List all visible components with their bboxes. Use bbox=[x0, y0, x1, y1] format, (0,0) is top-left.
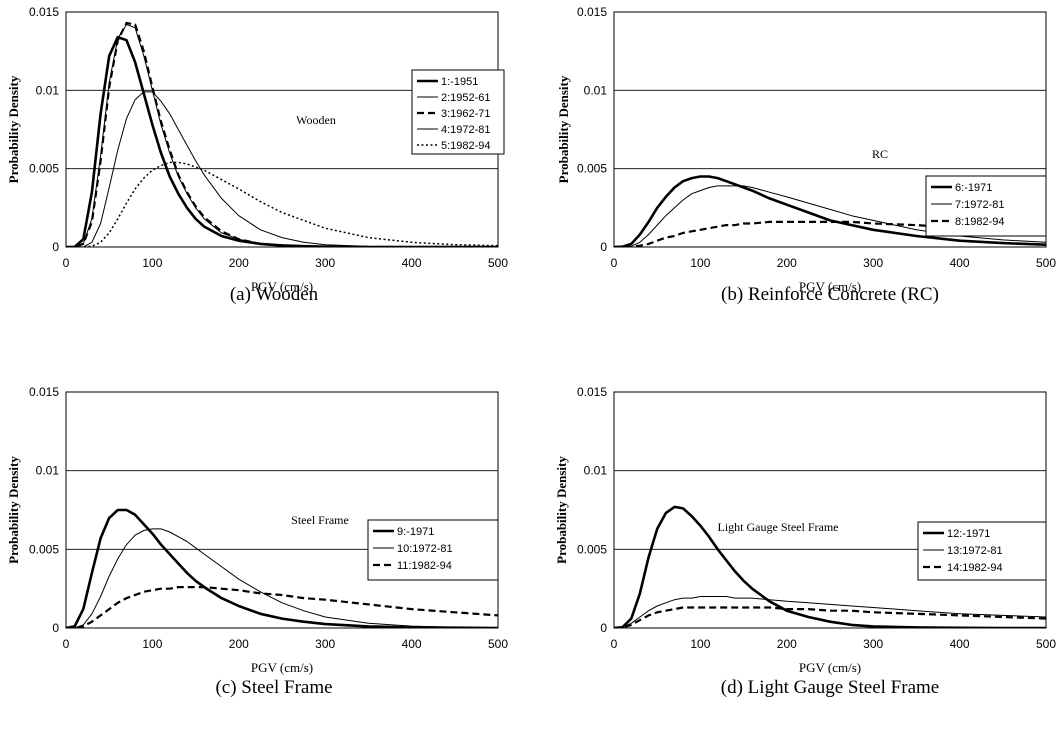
legend-label: 8:1982-94 bbox=[955, 216, 1005, 228]
legend-label: 14:1982-94 bbox=[947, 562, 1003, 574]
series-line-2 bbox=[66, 528, 498, 628]
y-axis-label: Probability Density bbox=[556, 75, 571, 183]
legend: 6:-1971 7:1972-81 8:1982-94 bbox=[925, 175, 1047, 237]
x-tick-label: 100 bbox=[690, 256, 710, 270]
legend-label: 10:1972-81 bbox=[397, 543, 453, 555]
panels-container: 0 0.005 0.01 0.015 0 100 200 300 400 500 PGV (cm/s… bbox=[6, 5, 1056, 698]
x-tick-label: 100 bbox=[142, 637, 162, 651]
y-tick-label: 0 bbox=[600, 621, 607, 635]
series-line-3 bbox=[614, 606, 1046, 628]
x-axis-label: PGV (cm/s) bbox=[799, 279, 861, 294]
x-axis-label: PGV (cm/s) bbox=[799, 660, 861, 675]
x-tick-label: 500 bbox=[488, 256, 508, 270]
legend: 12:-1971 13:1972-81 14:1982-94 bbox=[917, 521, 1047, 581]
y-tick-label: 0.015 bbox=[29, 385, 59, 399]
y-tick-label: 0.015 bbox=[577, 5, 607, 19]
legend-label: 1:-1951 bbox=[441, 76, 478, 88]
chart-panel-4: 0 0.005 0.01 0.015 0 100 200 300 400 500 PGV (cm/s… bbox=[554, 385, 1056, 698]
series-line-4 bbox=[66, 91, 498, 247]
legend-label: 13:1972-81 bbox=[947, 545, 1003, 557]
legend: 1:-1951 2:1952-61 3:1962-71 4:1972-81 5:1982… bbox=[411, 69, 505, 155]
y-tick-label: 0 bbox=[52, 621, 59, 635]
y-tick-label: 0.01 bbox=[36, 83, 60, 97]
y-tick-label: 0.015 bbox=[577, 385, 607, 399]
legend-label: 7:1972-81 bbox=[955, 199, 1005, 211]
legend-label: 3:1962-71 bbox=[441, 108, 491, 120]
x-tick-label: 0 bbox=[611, 256, 618, 270]
panel-caption: (b) Reinforce Concrete (RC) bbox=[721, 284, 939, 305]
y-tick-label: 0.005 bbox=[577, 542, 607, 556]
panel-caption: (c) Steel Frame bbox=[215, 677, 332, 698]
series-line-2 bbox=[614, 185, 1046, 247]
y-tick-label: 0.01 bbox=[584, 464, 608, 478]
series-line-2 bbox=[614, 596, 1046, 628]
x-tick-label: 300 bbox=[863, 256, 883, 270]
legend-label: 6:-1971 bbox=[955, 182, 992, 194]
x-tick-label: 500 bbox=[1036, 256, 1056, 270]
x-axis-label: PGV (cm/s) bbox=[251, 279, 313, 294]
series-line-1 bbox=[614, 505, 1046, 628]
panel-caption: (a) Wooden bbox=[230, 284, 319, 305]
y-tick-label: 0.01 bbox=[584, 83, 608, 97]
x-tick-label: 500 bbox=[488, 637, 508, 651]
chart-panel-2: 0 0.005 0.01 0.015 0 100 200 300 400 500 PGV (cm/s… bbox=[556, 5, 1056, 305]
y-tick-label: 0.01 bbox=[36, 464, 60, 478]
plot-annotation: Steel Frame bbox=[291, 513, 349, 527]
x-tick-label: 0 bbox=[611, 637, 618, 651]
panel-caption: (d) Light Gauge Steel Frame bbox=[721, 677, 939, 698]
x-tick-label: 400 bbox=[950, 256, 970, 270]
x-tick-label: 0 bbox=[63, 256, 70, 270]
legend-label: 11:1982-94 bbox=[397, 560, 452, 572]
legend-label: 4:1972-81 bbox=[441, 124, 491, 136]
x-tick-label: 0 bbox=[63, 637, 70, 651]
y-axis-label: Probability Density bbox=[6, 75, 21, 183]
plot-annotation: Wooden bbox=[296, 113, 336, 127]
plot-annotation: RC bbox=[872, 147, 888, 161]
plot-annotation: Light Gauge Steel Frame bbox=[718, 520, 839, 534]
chart-panel-1: 0 0.005 0.01 0.015 0 100 200 300 400 500 PGV (cm/s… bbox=[6, 5, 508, 305]
legend-box bbox=[917, 521, 1047, 581]
y-axis-label: Probability Density bbox=[6, 456, 21, 564]
x-tick-label: 200 bbox=[229, 256, 249, 270]
y-tick-label: 0 bbox=[52, 240, 59, 254]
legend-box bbox=[411, 69, 505, 155]
legend-label: 9:-1971 bbox=[397, 526, 434, 538]
series-line-5 bbox=[66, 161, 498, 247]
x-tick-label: 200 bbox=[229, 637, 249, 651]
chart-panel-3: 0 0.005 0.01 0.015 0 100 200 300 400 500 PGV (cm/s… bbox=[6, 385, 508, 698]
series-line-1 bbox=[66, 508, 498, 628]
x-tick-label: 100 bbox=[142, 256, 162, 270]
plot-frame bbox=[613, 391, 1047, 629]
x-tick-label: 400 bbox=[402, 637, 422, 651]
series-line-3 bbox=[614, 220, 1046, 247]
y-tick-label: 0.015 bbox=[29, 5, 59, 19]
series-line-1 bbox=[614, 175, 1046, 247]
x-tick-label: 300 bbox=[863, 637, 883, 651]
series-line-3 bbox=[66, 21, 498, 247]
legend-label: 12:-1971 bbox=[947, 528, 990, 540]
x-tick-label: 300 bbox=[315, 256, 335, 270]
plot-frame bbox=[65, 391, 499, 629]
x-tick-label: 200 bbox=[777, 256, 797, 270]
series-line-3 bbox=[66, 585, 498, 628]
y-tick-label: 0.005 bbox=[29, 162, 59, 176]
y-axis-label: Probability Density bbox=[554, 456, 569, 564]
x-axis-label: PGV (cm/s) bbox=[251, 660, 313, 675]
x-tick-label: 500 bbox=[1036, 637, 1056, 651]
x-tick-label: 300 bbox=[315, 637, 335, 651]
legend-label: 5:1982-94 bbox=[441, 140, 491, 152]
legend-label: 2:1952-61 bbox=[441, 92, 491, 104]
x-tick-label: 400 bbox=[402, 256, 422, 270]
x-tick-label: 100 bbox=[690, 637, 710, 651]
y-tick-label: 0.005 bbox=[577, 162, 607, 176]
x-tick-label: 200 bbox=[777, 637, 797, 651]
x-tick-label: 400 bbox=[950, 637, 970, 651]
y-tick-label: 0.005 bbox=[29, 542, 59, 556]
y-tick-label: 0 bbox=[600, 240, 607, 254]
legend: 9:-1971 10:1972-81 11:1982-94 bbox=[367, 519, 499, 581]
